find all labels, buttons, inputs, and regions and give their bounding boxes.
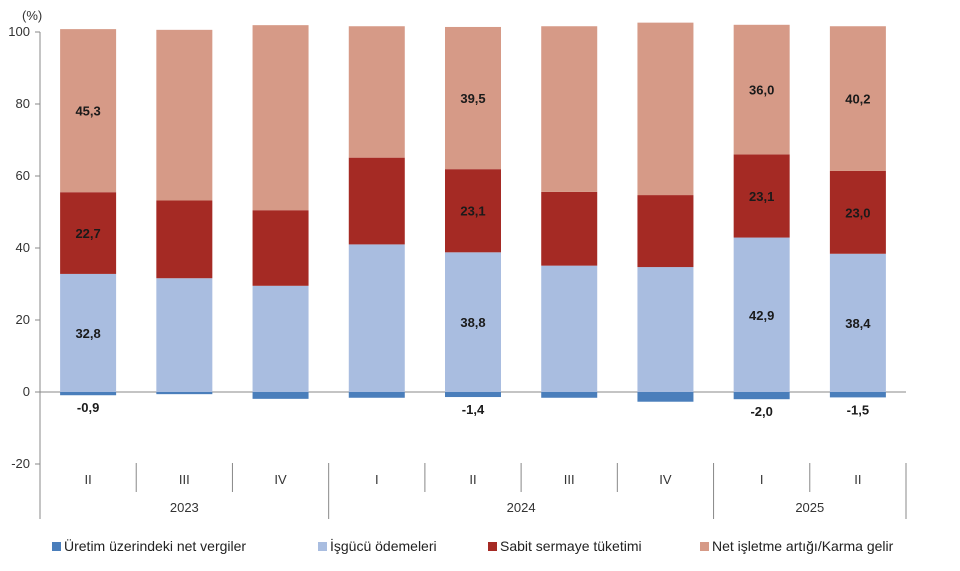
bar-segment-s0-c3	[348, 392, 405, 398]
bar-segment-s3-c5	[541, 26, 598, 192]
data-label-s1-c4: 38,8	[460, 315, 485, 330]
y-tick-label: 80	[16, 96, 30, 111]
quarter-label: III	[564, 472, 575, 487]
bar-segment-s3-c4	[445, 26, 501, 170]
bar-segment-s0-c0	[60, 392, 117, 396]
legend-swatch-1	[318, 542, 327, 551]
data-label-s3-c7: 36,0	[749, 83, 774, 98]
y-tick-label: 20	[16, 312, 30, 327]
data-label-s0-c0: -0,9	[77, 400, 99, 415]
data-label-s2-c4: 23,1	[460, 204, 485, 219]
bar-segment-s1-c3	[348, 244, 405, 392]
y-tick-label: -20	[11, 456, 30, 471]
data-label-s1-c7: 42,9	[749, 308, 774, 323]
data-label-s2-c7: 23,1	[749, 189, 774, 204]
data-label-s1-c8: 38,4	[845, 316, 871, 331]
bars	[60, 22, 886, 402]
quarter-label: III	[179, 472, 190, 487]
bar-segment-s2-c2	[252, 210, 309, 286]
quarter-label: IV	[274, 472, 287, 487]
data-label-s3-c8: 40,2	[845, 92, 870, 107]
year-label: 2023	[170, 500, 199, 515]
quarter-label: II	[854, 472, 861, 487]
data-label-s0-c4: -1,4	[462, 402, 485, 417]
bar-segment-s3-c7	[733, 24, 790, 155]
year-label: 2024	[507, 500, 536, 515]
bar-segment-s0-c7	[733, 392, 790, 400]
bar-segment-s3-c8	[829, 26, 886, 171]
bar-segment-s2-c7	[733, 154, 790, 238]
bar-segment-s1-c2	[252, 285, 309, 392]
bar-segment-s1-c4	[445, 252, 501, 392]
bar-segment-s2-c1	[156, 200, 213, 279]
y-tick-label: 100	[8, 24, 30, 39]
bar-segment-s1-c0	[60, 273, 117, 392]
bar-segment-s0-c6	[637, 392, 694, 402]
quarter-label: II	[84, 472, 91, 487]
bar-segment-s3-c1	[156, 29, 213, 201]
bar-segment-s2-c0	[60, 192, 117, 274]
year-label: 2025	[795, 500, 824, 515]
legend-label-0: Üretim üzerindeki net vergiler	[64, 537, 246, 554]
bar-segment-s3-c0	[60, 29, 117, 193]
data-label-s0-c7: -2,0	[750, 404, 772, 419]
legend-label-2: Sabit sermaye tüketimi	[500, 538, 642, 554]
bar-segment-s3-c2	[252, 25, 309, 211]
bar-segment-s1-c7	[733, 237, 790, 392]
data-label-s3-c0: 45,3	[75, 104, 100, 119]
bar-segment-s0-c4	[445, 392, 501, 398]
legend-swatch-0	[52, 542, 61, 551]
bar-segment-s0-c1	[156, 392, 213, 395]
legend-label-1: İşgücü ödemeleri	[330, 537, 437, 554]
bar-segment-s1-c8	[829, 253, 886, 392]
bar-segment-s1-c5	[541, 265, 598, 392]
bar-segment-s2-c8	[829, 170, 886, 254]
bar-segment-s0-c8	[829, 392, 886, 398]
data-label-s2-c8: 23,0	[845, 205, 870, 220]
bar-segment-s1-c1	[156, 278, 213, 392]
quarter-label: I	[760, 472, 764, 487]
bar-segment-s3-c6	[637, 22, 694, 196]
data-label-s1-c0: 32,8	[75, 326, 100, 341]
legend-swatch-2	[488, 542, 497, 551]
bar-segment-s2-c3	[348, 157, 405, 245]
data-labels: -0,9 32,8 22,7 45,3 -1,4 38,8 23,1 39,5 -2,0 42,9…	[75, 83, 871, 420]
bar-segment-s2-c5	[541, 191, 598, 266]
bar-segment-s2-c6	[637, 195, 694, 268]
y-tick-label: 60	[16, 168, 30, 183]
legend: Üretim üzerindeki net vergiler İşgücü öde…	[52, 537, 894, 554]
data-label-s0-c8: -1,5	[847, 402, 869, 417]
data-label-s2-c0: 22,7	[75, 226, 100, 241]
quarter-label: II	[469, 472, 476, 487]
legend-label-3: Net işletme artığı/Karma gelir	[712, 538, 894, 554]
quarter-label: IV	[659, 472, 672, 487]
y-tick-label: 0	[23, 384, 30, 399]
legend-swatch-3	[700, 542, 709, 551]
bar-segment-s1-c6	[637, 267, 694, 392]
bar-segment-s3-c3	[348, 26, 405, 158]
bar-segment-s0-c2	[252, 392, 309, 399]
bar-segment-s2-c4	[445, 169, 501, 253]
bar-segment-s0-c5	[541, 392, 598, 398]
data-label-s3-c4: 39,5	[460, 91, 485, 106]
quarter-label: I	[375, 472, 379, 487]
y-tick-label: 40	[16, 240, 30, 255]
y-axis-unit-label: (%)	[22, 8, 42, 23]
